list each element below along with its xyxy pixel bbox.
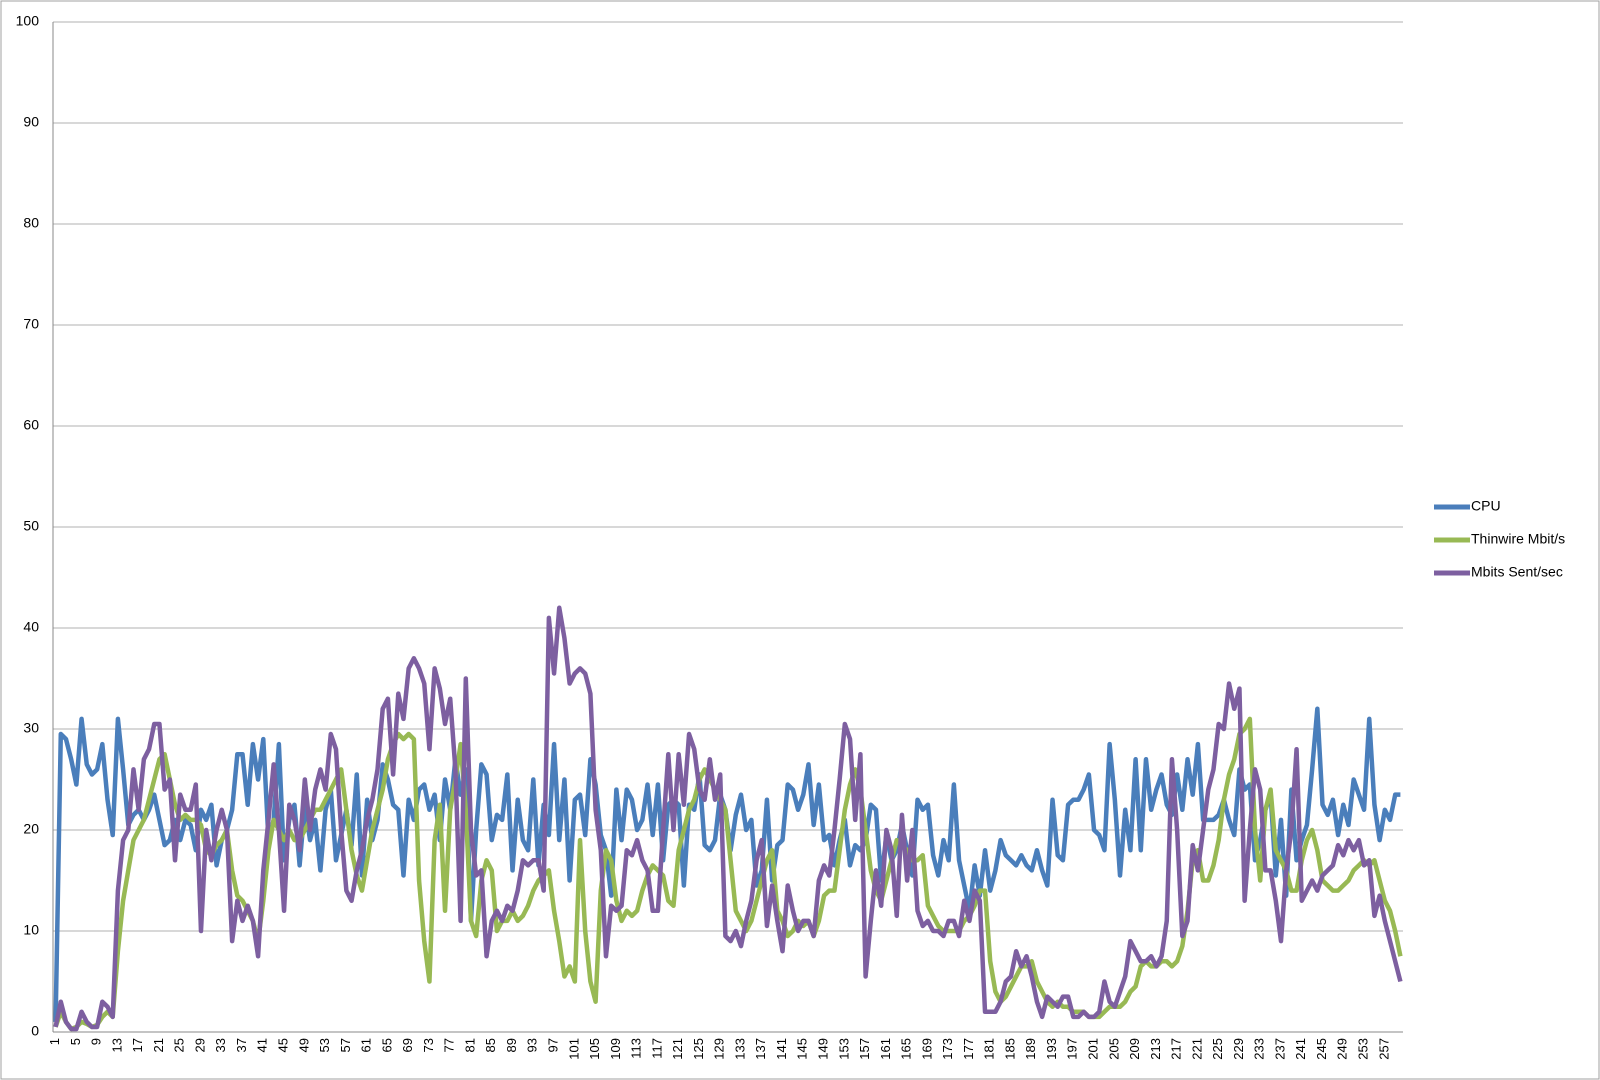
x-tick-label: 197 — [1065, 1038, 1080, 1060]
x-tick-label: 245 — [1314, 1038, 1329, 1060]
y-tick-label: 0 — [31, 1023, 39, 1039]
x-tick-label: 201 — [1085, 1038, 1100, 1060]
x-tick-label: 217 — [1169, 1038, 1184, 1060]
x-tick-label: 97 — [545, 1038, 560, 1052]
x-tick-label: 73 — [421, 1038, 436, 1052]
x-tick-label: 85 — [483, 1038, 498, 1052]
x-tick-label: 109 — [608, 1038, 623, 1060]
x-tick-label: 205 — [1106, 1038, 1121, 1060]
y-tick-label: 100 — [16, 13, 40, 29]
y-tick-label: 50 — [23, 518, 39, 534]
legend-label: Thinwire Mbit/s — [1471, 531, 1565, 547]
x-tick-label: 49 — [296, 1038, 311, 1052]
x-tick-label: 121 — [670, 1038, 685, 1060]
x-tick-label: 125 — [691, 1038, 706, 1060]
x-tick-label: 105 — [587, 1038, 602, 1060]
x-tick-label: 89 — [504, 1038, 519, 1052]
x-tick-label: 177 — [961, 1038, 976, 1060]
x-tick-label: 141 — [774, 1038, 789, 1060]
x-tick-label: 133 — [732, 1038, 747, 1060]
x-tick-label: 117 — [649, 1038, 664, 1059]
x-tick-label: 69 — [400, 1038, 415, 1052]
x-tick-label: 81 — [462, 1038, 477, 1052]
x-tick-label: 173 — [940, 1038, 955, 1060]
x-tick-label: 165 — [899, 1038, 914, 1060]
x-tick-label: 229 — [1231, 1038, 1246, 1060]
y-tick-label: 20 — [23, 821, 39, 837]
x-tick-label: 241 — [1293, 1038, 1308, 1060]
x-tick-label: 53 — [317, 1038, 332, 1052]
x-tick-label: 189 — [1023, 1038, 1038, 1060]
x-tick-label: 113 — [629, 1038, 644, 1059]
x-tick-label: 209 — [1127, 1038, 1142, 1060]
x-tick-label: 225 — [1210, 1038, 1225, 1060]
x-tick-label: 153 — [836, 1038, 851, 1060]
x-tick-label: 33 — [213, 1038, 228, 1052]
x-tick-label: 253 — [1355, 1038, 1370, 1060]
x-tick-label: 257 — [1376, 1038, 1391, 1060]
series-line — [53, 605, 1403, 1032]
x-tick-label: 25 — [172, 1038, 187, 1052]
x-tick-label: 233 — [1252, 1038, 1267, 1060]
x-tick-label: 61 — [359, 1038, 374, 1052]
x-tick-label: 57 — [338, 1038, 353, 1052]
x-tick-label: 169 — [919, 1038, 934, 1060]
x-tick-label: 145 — [795, 1038, 810, 1060]
x-tick-label: 41 — [255, 1038, 270, 1052]
x-tick-label: 65 — [379, 1038, 394, 1052]
x-tick-label: 137 — [753, 1038, 768, 1060]
x-tick-label: 5 — [68, 1038, 83, 1045]
x-tick-label: 181 — [982, 1038, 997, 1060]
y-tick-label: 80 — [23, 215, 39, 231]
x-tick-label: 101 — [566, 1038, 581, 1060]
x-tick-label: 37 — [234, 1038, 249, 1052]
x-tick-label: 9 — [89, 1038, 104, 1045]
y-tick-label: 40 — [23, 619, 39, 635]
x-tick-label: 185 — [1002, 1038, 1017, 1060]
x-tick-label: 157 — [857, 1038, 872, 1060]
x-tick-label: 29 — [192, 1038, 207, 1052]
legend-label: Mbits Sent/sec — [1471, 564, 1563, 580]
x-tick-label: 193 — [1044, 1038, 1059, 1060]
y-tick-label: 90 — [23, 114, 39, 130]
x-tick-label: 129 — [712, 1038, 727, 1060]
x-tick-label: 221 — [1189, 1038, 1204, 1060]
x-tick-label: 77 — [442, 1038, 457, 1052]
x-tick-label: 161 — [878, 1038, 893, 1060]
x-tick-label: 45 — [275, 1038, 290, 1052]
x-tick-label: 249 — [1335, 1038, 1350, 1060]
x-tick-label: 149 — [815, 1038, 830, 1060]
x-tick-label: 13 — [109, 1038, 124, 1052]
x-tick-label: 21 — [151, 1038, 166, 1052]
y-tick-label: 60 — [23, 417, 39, 433]
y-tick-label: 70 — [23, 316, 39, 332]
x-tick-label: 17 — [130, 1038, 145, 1052]
y-tick-label: 30 — [23, 720, 39, 736]
x-tick-label: 237 — [1272, 1038, 1287, 1060]
legend-label: CPU — [1471, 498, 1501, 514]
y-tick-label: 10 — [23, 922, 39, 938]
x-tick-label: 1 — [47, 1038, 62, 1045]
x-tick-label: 93 — [525, 1038, 540, 1052]
x-tick-label: 213 — [1148, 1038, 1163, 1060]
